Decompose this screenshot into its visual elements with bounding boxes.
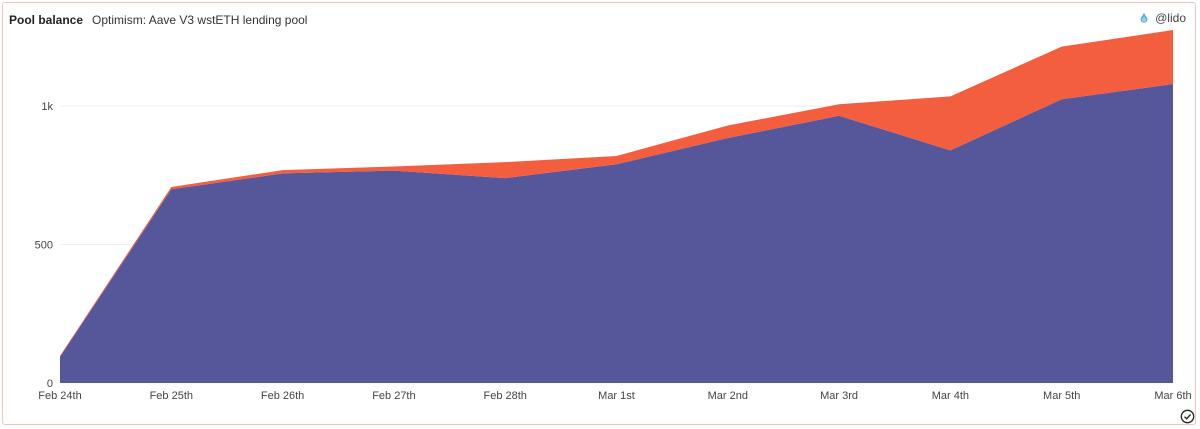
x-tick-label: Mar 1st — [598, 390, 635, 402]
chart-header: Pool balance Optimism: Aave V3 wstETH le… — [9, 11, 307, 29]
chart-title: Pool balance — [9, 13, 84, 27]
x-tick-label: Feb 25th — [150, 390, 193, 402]
lido-drop-icon — [1140, 12, 1148, 23]
y-axis: 0 500 1k — [35, 101, 54, 390]
x-tick-label: Mar 3rd — [820, 390, 858, 402]
y-tick-label: 500 — [35, 240, 53, 252]
x-tick-label: Feb 24th — [38, 390, 81, 402]
x-tick-label: Mar 2nd — [708, 390, 748, 402]
x-axis: Feb 24th Feb 25th Feb 26th Feb 27th Feb 28th… — [38, 390, 1191, 402]
x-tick-label: Mar 6th — [1154, 390, 1191, 402]
x-tick-label: Mar 4th — [932, 390, 969, 402]
brand-link[interactable]: @lido — [1140, 11, 1186, 25]
series-areas — [60, 30, 1173, 383]
x-tick-label: Feb 26th — [261, 390, 304, 402]
series-area-1 — [60, 84, 1173, 383]
brand-label: @lido — [1155, 11, 1186, 25]
y-tick-label: 1k — [41, 101, 53, 113]
series-area-2 — [60, 30, 1173, 357]
y-tick-label: 0 — [47, 378, 53, 390]
check-circle-icon[interactable] — [1180, 409, 1195, 424]
x-tick-label: Mar 5th — [1043, 390, 1080, 402]
x-tick-label: Feb 28th — [483, 390, 526, 402]
x-tick-label: Feb 27th — [372, 390, 415, 402]
chart-subtitle: Optimism: Aave V3 wstETH lending pool — [92, 13, 308, 27]
